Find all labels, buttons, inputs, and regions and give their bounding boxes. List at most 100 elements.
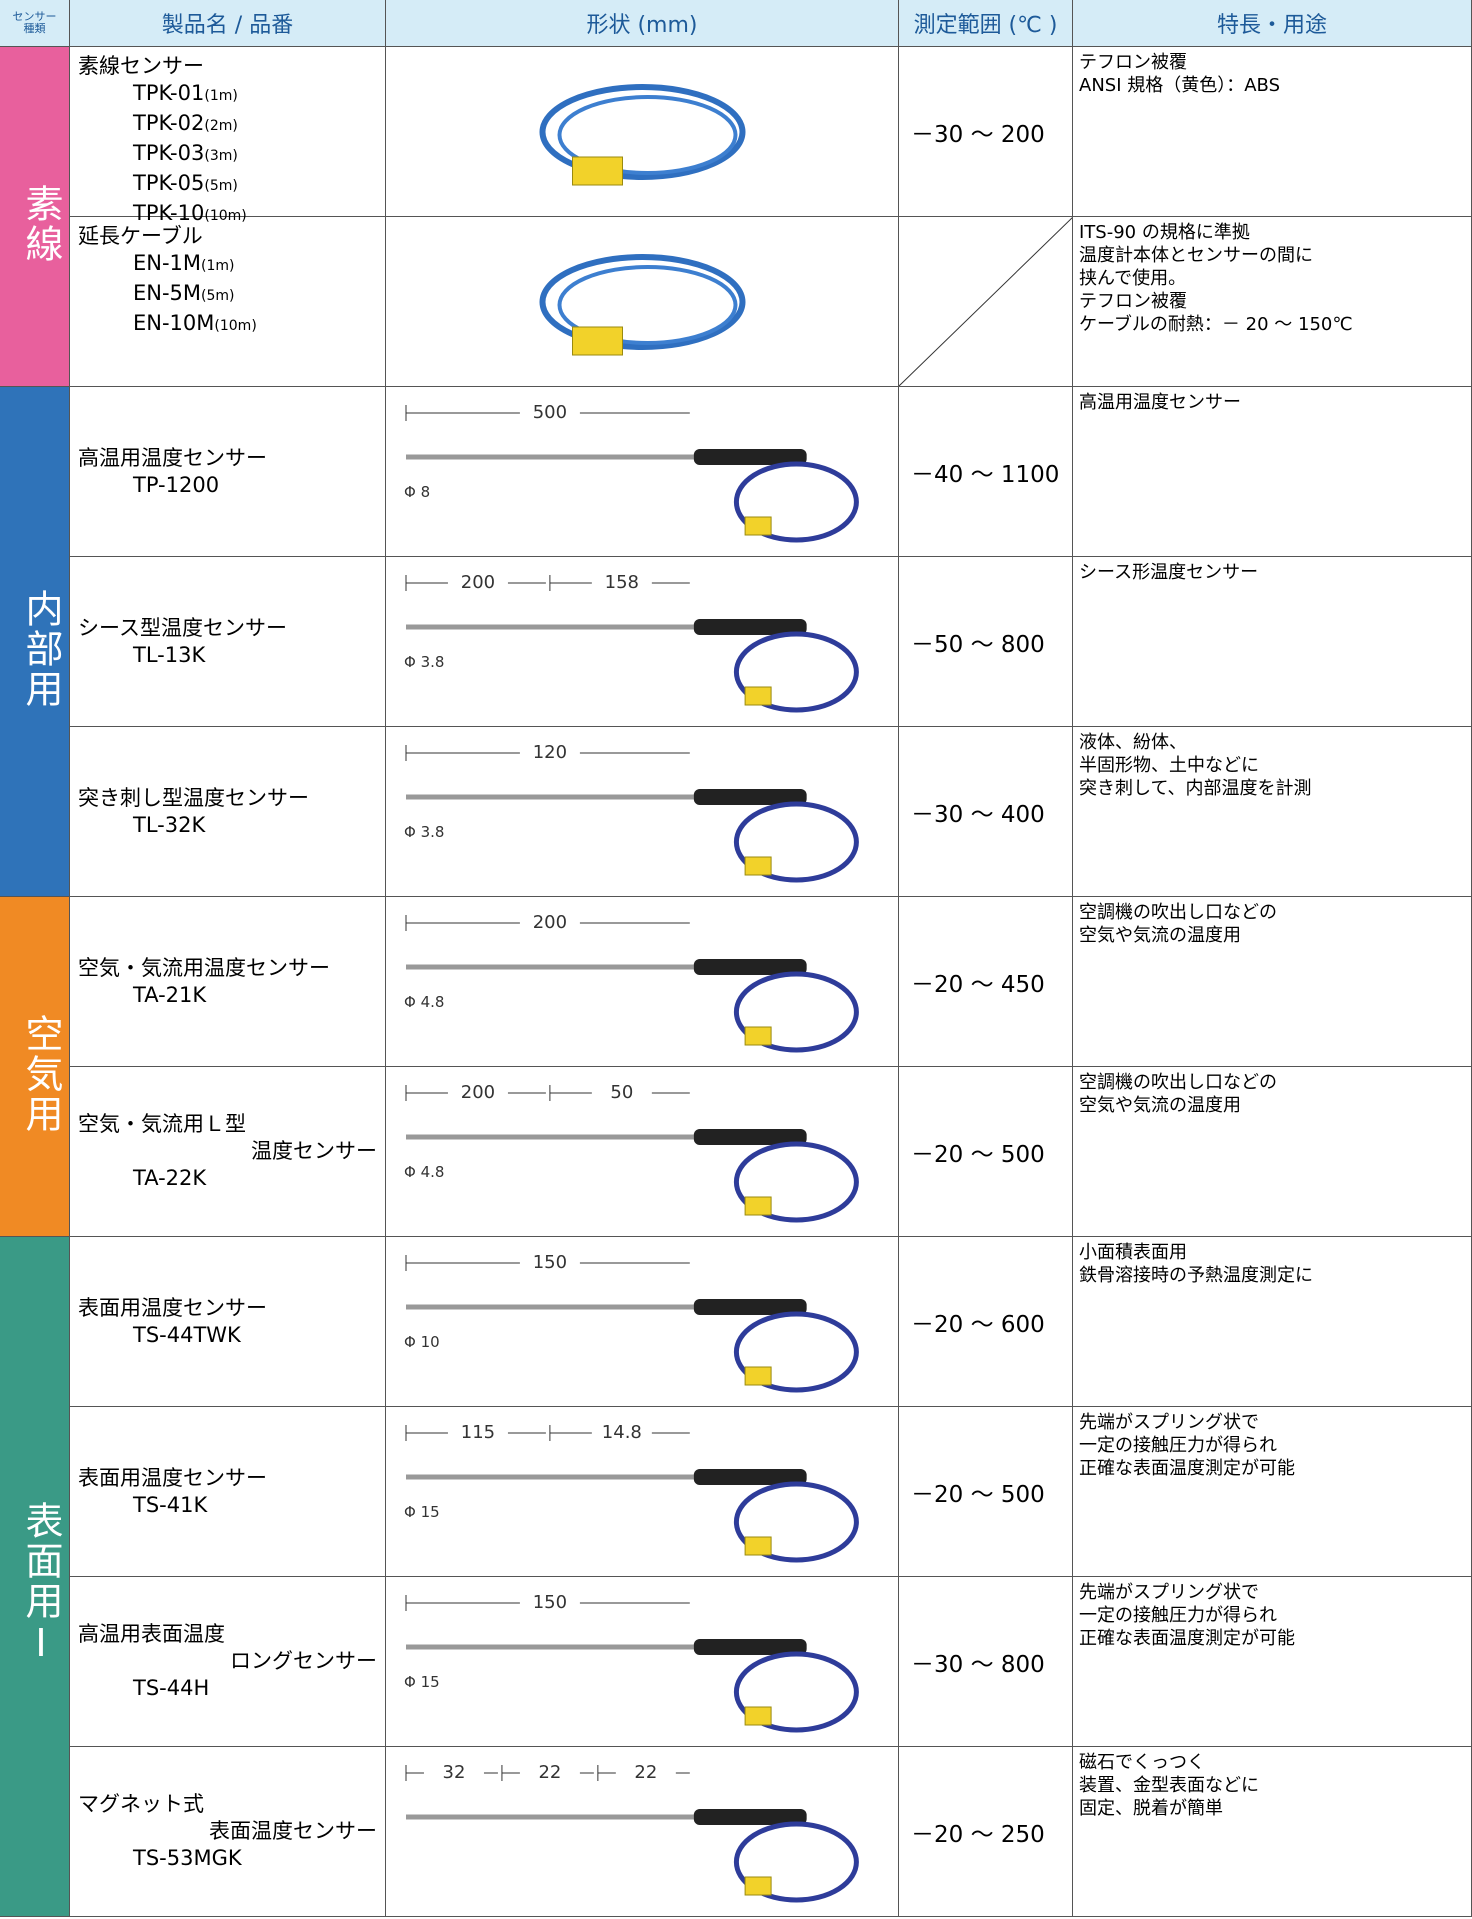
diameter-label: Φ 4.8 (404, 1163, 444, 1181)
connector (744, 1876, 772, 1896)
connector (744, 1026, 772, 1046)
connector (744, 1366, 772, 1386)
name-length: (5m) (204, 178, 238, 194)
name-line: EN-10M(10m) (78, 310, 377, 340)
feature-line: 正確な表面温度測定が可能 (1079, 1628, 1295, 1649)
name-text: 温度センサー (251, 1139, 377, 1163)
measure-range: －20 ～ 500 (899, 1407, 1073, 1577)
name-line: TS-44H (78, 1675, 377, 1702)
probe-handle (693, 1809, 807, 1825)
dimension-label-bg (447, 573, 508, 593)
product-image: 115 14.8 Φ 15 (404, 1422, 859, 1563)
product-image: 200 158 Φ 3.8 (404, 572, 859, 713)
dimension-label: 115 (461, 1422, 495, 1443)
dimension-label: 50 (610, 1082, 633, 1103)
measure-range: －20 ～ 250 (899, 1747, 1073, 1917)
diameter-label: Φ 8 (404, 483, 430, 501)
name-line: 表面用温度センサー (78, 1465, 377, 1492)
name-text: 高温用表面温度 (78, 1622, 225, 1646)
features: 磁石でくっつく 装置、金型表面などに 固定、脱着が簡単 (1073, 1747, 1472, 1917)
product-name: 延長ケーブル EN-1M(1m) EN-5M(5m) EN-10M(10m) (70, 217, 386, 387)
name-line: 突き刺し型温度センサー (78, 785, 377, 812)
product-name: 高温用温度センサー TP-1200 (70, 387, 386, 557)
name-text: EN-1M (133, 251, 202, 275)
features: 小面積表面用 鉄骨溶接時の予熱温度測定に (1073, 1237, 1472, 1407)
shape-cell: 200 158 Φ 3.8 (386, 557, 899, 727)
shape-cell: 500 Φ 8 (386, 387, 899, 557)
product-image (539, 254, 746, 356)
name-text: TL-13K (133, 642, 206, 667)
name-line: 高温用表面温度 (78, 1621, 377, 1648)
name-text: 突き刺し型温度センサー (78, 785, 309, 810)
name-text: 素線センサー (78, 54, 204, 78)
name-text: TS-41K (133, 1492, 208, 1517)
category-label: 内部用 (0, 387, 70, 897)
feature-line: シース形温度センサー (1079, 562, 1259, 583)
name-line: TPK-03(3m) (78, 140, 377, 170)
dimension-label-bg (591, 1423, 652, 1443)
name-line: EN-1M(1m) (78, 250, 377, 280)
features: 先端がスプリング状で 一定の接触圧力が得られ 正確な表面温度測定が可能 (1073, 1577, 1472, 1747)
shape-cell: 200 Φ 4.8 (386, 897, 899, 1067)
feature-line: ITS-90 の規格に準拠 (1079, 222, 1250, 243)
feature-line: テフロン被覆 (1079, 291, 1187, 312)
name-text: 表面温度センサー (209, 1819, 377, 1843)
feature-line: ケーブルの耐熱：－ 20 ～ 150℃ (1079, 314, 1353, 335)
product-name: 空気・気流用温度センサー TA-21K (70, 897, 386, 1067)
dimension-label-bg (447, 1083, 508, 1103)
feature-line: 空気や気流の温度用 (1079, 925, 1241, 946)
connector (744, 686, 772, 706)
features: 先端がスプリング状で 一定の接触圧力が得られ 正確な表面温度測定が可能 (1073, 1407, 1472, 1577)
name-text: マグネット式 (78, 1792, 204, 1816)
feature-line: 液体、紛体、 (1079, 732, 1187, 753)
connector (744, 1196, 772, 1216)
feature-line: 正確な表面温度測定が可能 (1079, 1458, 1295, 1479)
shape-cell: 32 22 22 (386, 1747, 899, 1917)
shape-cell: 115 14.8 Φ 15 (386, 1407, 899, 1577)
dimension-label-bg (519, 743, 580, 763)
name-text: TS-44H (133, 1676, 210, 1700)
dimension-label: 150 (533, 1252, 567, 1273)
product-name: 突き刺し型温度センサー TL-32K (70, 727, 386, 897)
dimension-label: 14.8 (602, 1422, 642, 1443)
name-text: TPK-03 (133, 141, 205, 165)
dimension-label-bg (519, 403, 580, 423)
connector (572, 156, 623, 186)
name-text: TA-22K (133, 1166, 207, 1190)
dimension-label-bg (519, 1253, 580, 1273)
cable-coil (733, 1481, 859, 1563)
product-image: 150 Φ 10 (404, 1252, 859, 1393)
name-line: TL-32K (78, 812, 377, 839)
name-text: TPK-02 (133, 111, 205, 135)
feature-line: 磁石でくっつく (1079, 1752, 1205, 1773)
connector (744, 1706, 772, 1726)
name-text: 表面用温度センサー (78, 1465, 267, 1490)
features: 液体、紛体、 半固形物、土中などに 突き刺して、内部温度を計測 (1073, 727, 1472, 897)
measure-range: －30 ～ 200 (899, 47, 1073, 217)
name-length: (1m) (204, 88, 238, 104)
diameter-label: Φ 3.8 (404, 823, 444, 841)
diameter-label: Φ 15 (404, 1503, 440, 1521)
name-length: (1m) (201, 258, 235, 274)
dimension-label: 150 (533, 1592, 567, 1613)
name-text: EN-5M (133, 281, 202, 305)
feature-line: 装置、金型表面などに (1079, 1775, 1259, 1796)
measure-range (899, 217, 1073, 387)
connector (572, 326, 623, 356)
dimension-label: 158 (605, 572, 639, 593)
product-image: 200 Φ 4.8 (404, 912, 859, 1053)
name-line: TS-44TWK (78, 1322, 377, 1349)
diagonal (899, 217, 1072, 386)
name-text: TPK-05 (133, 171, 205, 195)
product-name: 空気・気流用Ｌ型 温度センサー TA-22K (70, 1067, 386, 1237)
measure-range: －20 ～ 600 (899, 1237, 1073, 1407)
name-text: TP-1200 (133, 472, 220, 497)
connector (744, 1536, 772, 1556)
product-name: 高温用表面温度 ロングセンサー TS-44H (70, 1577, 386, 1747)
dimension-label-bg (519, 1593, 580, 1613)
measure-range: －30 ～ 800 (899, 1577, 1073, 1747)
probe-handle (693, 1299, 807, 1315)
name-line: 素線センサー (78, 53, 377, 80)
name-line: 延長ケーブル (78, 223, 377, 250)
